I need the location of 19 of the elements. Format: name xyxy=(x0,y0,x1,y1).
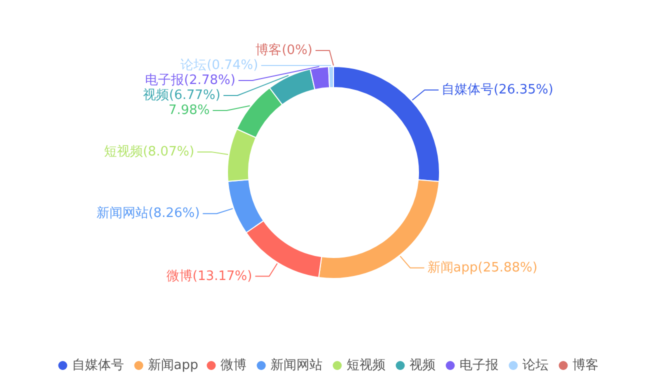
data-label: 7.98% xyxy=(168,103,210,118)
data-label: 论坛(0.74%) xyxy=(180,58,258,73)
legend-label: 自媒体号 xyxy=(72,358,124,373)
legend-label: 新闻app xyxy=(148,358,198,373)
legend-label: 博客 xyxy=(572,357,598,373)
data-label: 新闻网站(8.26%) xyxy=(96,206,200,222)
legend-label: 电子报 xyxy=(459,358,498,373)
data-label: 微博(13.17%) xyxy=(166,268,252,284)
data-label: 新闻app(25.88%) xyxy=(427,260,538,276)
legend-label: 视频 xyxy=(409,358,436,373)
text: 博客(0%) xyxy=(256,43,313,58)
data-label: 短视频(8.07%) xyxy=(104,144,194,160)
legend-label: 短视频 xyxy=(346,358,386,373)
legend-label: 微博 xyxy=(220,358,246,373)
legend-label: 论坛 xyxy=(522,358,548,373)
legend-label: 新闻网站 xyxy=(270,358,322,373)
data-label: 自媒体号(26.35%) xyxy=(442,82,554,98)
data-label: 视频(6.77%) xyxy=(143,88,220,103)
data-label: 电子报(2.78%) xyxy=(145,73,236,88)
